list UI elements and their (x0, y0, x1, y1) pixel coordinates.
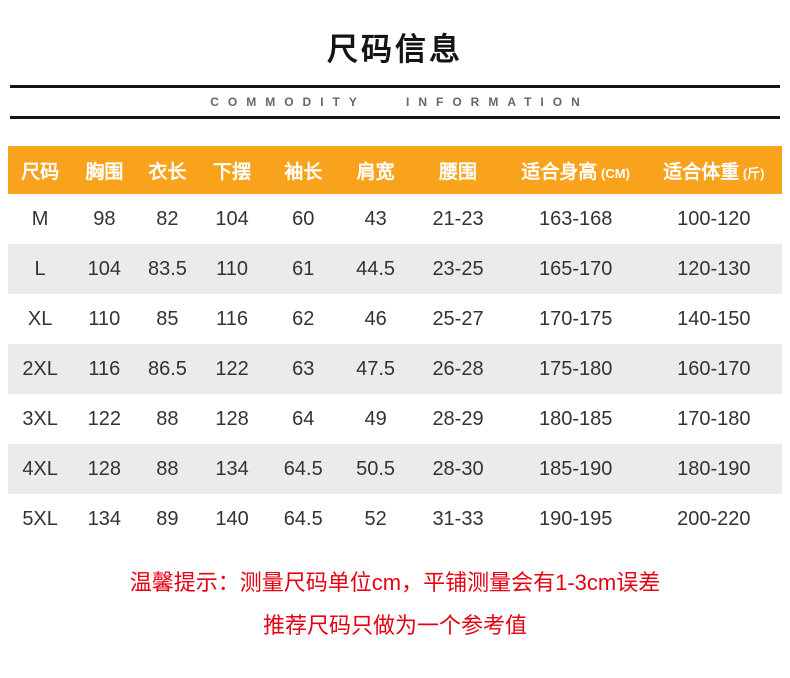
divider-bottom (10, 116, 780, 119)
column-header: 适合体重 (斤) (645, 146, 782, 194)
measurement-cell: 63 (292, 357, 315, 380)
measurement-cell: 26-28 (432, 357, 484, 380)
table-row: 2XL 116 86.5 122 63 47.5 26-28 175-180 160-170 (8, 344, 782, 394)
size-label-cell: 4XL (22, 457, 58, 480)
measurement-cell: 104 (87, 257, 122, 280)
measurement-cell: 128 (87, 457, 122, 480)
measurement-cell: 86.5 (147, 357, 187, 380)
measurement-cell: 120-130 (677, 257, 751, 280)
measurement-cell: 175-180 (538, 357, 613, 380)
measurement-cell: 46 (364, 307, 387, 330)
measurement-cell: 140 (215, 507, 249, 530)
measurement-cell: 100-120 (677, 207, 751, 230)
size-table: 尺码 胸围 衣长 下摆 袖长 肩宽 腰围 适合身高 (CM) 适合体重 (斤) M 98 82 104… (8, 146, 782, 544)
table-row: XL 110 85 116 62 46 25-27 170-175 140-150 (8, 294, 782, 344)
table-row: M 98 82 104 60 43 21-23 163-168 100-120 (8, 194, 782, 244)
table-body: M 98 82 104 60 43 21-23 163-168 100-120 L 104 83.5 1… (8, 194, 782, 544)
measurement-cell: 44.5 (356, 257, 396, 280)
page-subtitle: COMMODITY INFORMATION (210, 95, 589, 109)
measurement-cell: 88 (156, 457, 179, 480)
notice-line-1: 温馨提示：测量尺码单位cm，平铺测量会有1-3cm误差 (129, 570, 661, 595)
measurement-cell: 52 (364, 507, 387, 530)
measurement-cell: 82 (156, 207, 179, 230)
column-header: 腰围 (410, 146, 506, 194)
column-header: 适合身高 (CM) (505, 146, 646, 194)
measurement-cell: 31-33 (432, 507, 484, 530)
measurement-cell: 116 (88, 357, 121, 380)
measurement-cell: 64 (292, 407, 315, 430)
measurement-cell: 200-220 (677, 507, 751, 530)
measurement-cell: 88 (156, 407, 179, 430)
page-title: 尺码信息 (327, 32, 463, 67)
measurement-cell: 165-170 (538, 257, 613, 280)
table-row: 3XL 122 88 128 64 49 28-29 180-185 170-180 (8, 394, 782, 444)
measurement-cell: 104 (215, 207, 249, 230)
size-label-cell: 5XL (22, 507, 58, 530)
size-label-cell: 3XL (22, 407, 58, 430)
measurement-cell: 134 (87, 507, 122, 530)
measurement-cell: 170-180 (677, 407, 751, 430)
measurement-cell: 122 (215, 357, 249, 380)
table-row: 5XL 134 89 140 64.5 52 31-33 190-195 200-220 (8, 494, 782, 544)
measurement-cell: 23-25 (432, 257, 484, 280)
measurement-cell: 160-170 (677, 357, 751, 380)
size-label-cell: 2XL (22, 357, 58, 380)
measurement-cell: 185-190 (538, 457, 613, 480)
column-header: 衣长 (136, 146, 199, 194)
measurement-cell: 49 (364, 407, 387, 430)
measurement-cell: 21-23 (432, 207, 484, 230)
measurement-cell: 50.5 (356, 457, 396, 480)
divider-top (10, 85, 780, 88)
measurement-cell: 47.5 (356, 357, 396, 380)
measurement-cell: 170-175 (538, 307, 613, 330)
measurement-cell: 122 (87, 407, 122, 430)
subtitle-block: COMMODITY INFORMATION (10, 85, 780, 119)
column-header: 尺码 (8, 146, 73, 194)
size-label-cell: L (34, 257, 46, 280)
column-header: 袖长 (265, 146, 341, 194)
measurement-cell: 98 (93, 207, 116, 230)
table-row: 4XL 128 88 134 64.5 50.5 28-30 185-190 180-190 (8, 444, 782, 494)
size-label-cell: XL (27, 307, 53, 330)
measurement-cell: 43 (364, 207, 387, 230)
column-header-unit: (CM) (597, 165, 630, 181)
column-header-unit: (斤) (739, 165, 765, 181)
column-header: 肩宽 (340, 146, 411, 194)
table-row: L 104 83.5 110 61 44.5 23-25 165-170 120-130 (8, 244, 782, 294)
measurement-cell: 190-195 (538, 507, 613, 530)
measurement-cell: 61 (292, 257, 315, 280)
measurement-cell: 83.5 (147, 257, 187, 280)
measurement-cell: 28-30 (432, 457, 484, 480)
measurement-cell: 64.5 (283, 457, 323, 480)
measurement-cell: 89 (156, 507, 179, 530)
measurement-cell: 180-190 (677, 457, 751, 480)
size-label-cell: M (31, 207, 49, 230)
table-header-row: 尺码 胸围 衣长 下摆 袖长 肩宽 腰围 适合身高 (CM) 适合体重 (斤) (8, 146, 782, 194)
measurement-cell: 85 (156, 307, 179, 330)
notice: 温馨提示：测量尺码单位cm，平铺测量会有1-3cm误差 推荐尺码只做为一个参考值 (0, 562, 790, 648)
measurement-cell: 163-168 (538, 207, 613, 230)
measurement-cell: 180-185 (538, 407, 613, 430)
notice-line-2: 推荐尺码只做为一个参考值 (262, 612, 527, 638)
measurement-cell: 140-150 (677, 307, 751, 330)
column-header: 下摆 (198, 146, 266, 194)
measurement-cell: 110 (88, 307, 121, 330)
measurement-cell: 110 (216, 257, 248, 280)
measurement-cell: 62 (292, 307, 315, 330)
measurement-cell: 134 (215, 457, 249, 480)
measurement-cell: 25-27 (432, 307, 484, 330)
measurement-cell: 28-29 (432, 407, 484, 430)
measurement-cell: 116 (216, 307, 248, 330)
measurement-cell: 60 (292, 207, 315, 230)
measurement-cell: 128 (215, 407, 249, 430)
measurement-cell: 64.5 (283, 507, 323, 530)
column-header: 胸围 (72, 146, 137, 194)
